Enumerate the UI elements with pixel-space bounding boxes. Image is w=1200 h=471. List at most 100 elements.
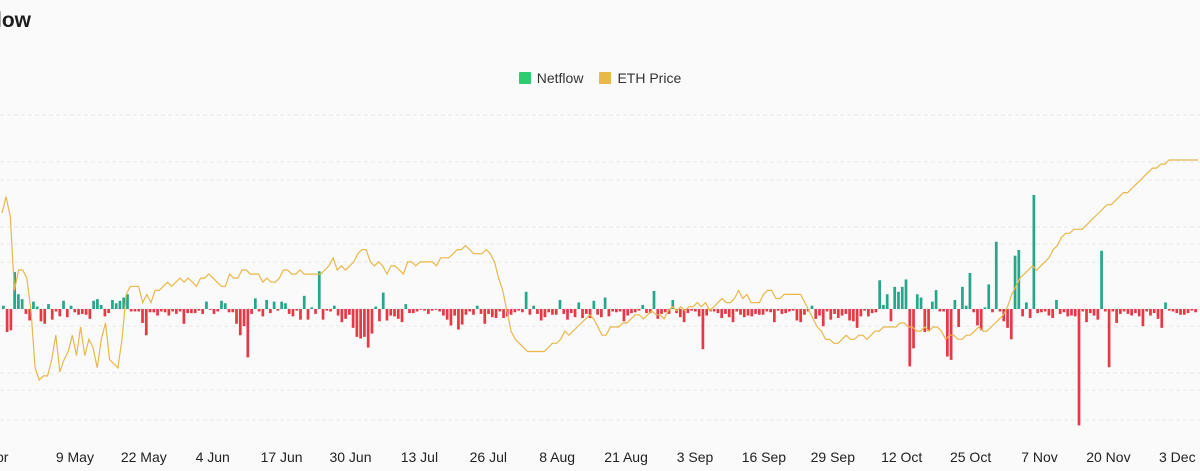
netflow-bar[interactable] <box>468 309 472 312</box>
netflow-bar[interactable] <box>566 309 569 320</box>
netflow-bar[interactable] <box>1006 309 1009 328</box>
netflow-bar[interactable] <box>171 309 174 312</box>
netflow-bar[interactable] <box>1119 309 1122 314</box>
netflow-bar[interactable] <box>818 309 821 316</box>
netflow-bar[interactable] <box>291 309 295 317</box>
netflow-bar[interactable] <box>746 309 750 316</box>
netflow-bar[interactable] <box>678 309 682 318</box>
netflow-bar[interactable] <box>547 309 551 313</box>
netflow-bar[interactable] <box>250 309 253 314</box>
netflow-bar[interactable] <box>829 309 833 320</box>
netflow-bar[interactable] <box>581 309 584 319</box>
netflow-bar[interactable] <box>133 309 137 312</box>
netflow-bar[interactable] <box>930 301 934 309</box>
netflow-bar[interactable] <box>1073 309 1077 317</box>
netflow-bar[interactable] <box>814 309 818 319</box>
netflow-bar[interactable] <box>584 309 588 314</box>
netflow-bar[interactable] <box>953 299 957 309</box>
netflow-bar[interactable] <box>788 309 791 312</box>
netflow-bar[interactable] <box>961 286 964 309</box>
netflow-bar[interactable] <box>908 309 912 367</box>
netflow-bar[interactable] <box>825 309 829 312</box>
netflow-bar[interactable] <box>900 286 904 309</box>
netflow-bar[interactable] <box>840 309 844 316</box>
netflow-bar[interactable] <box>1100 250 1103 309</box>
netflow-bar[interactable] <box>964 305 968 309</box>
netflow-bar[interactable] <box>1194 309 1197 313</box>
netflow-bar[interactable] <box>490 309 494 318</box>
netflow-bar[interactable] <box>757 309 761 315</box>
netflow-bar[interactable] <box>893 286 897 309</box>
netflow-bar[interactable] <box>17 294 20 309</box>
netflow-bar[interactable] <box>381 292 385 309</box>
netflow-bar[interactable] <box>449 309 453 326</box>
netflow-bar[interactable] <box>761 309 765 315</box>
netflow-bar[interactable] <box>1179 309 1182 315</box>
netflow-bar[interactable] <box>1164 302 1167 309</box>
netflow-bar[interactable] <box>836 309 840 319</box>
netflow-bar[interactable] <box>543 309 547 318</box>
netflow-bar[interactable] <box>220 300 223 309</box>
netflow-bar[interactable] <box>513 309 517 313</box>
netflow-bar[interactable] <box>509 309 513 315</box>
netflow-bar[interactable] <box>152 309 156 313</box>
netflow-bar[interactable] <box>878 280 882 309</box>
netflow-bar[interactable] <box>472 309 475 315</box>
netflow-bar[interactable] <box>870 309 874 314</box>
netflow-bar[interactable] <box>141 309 144 323</box>
netflow-bar[interactable] <box>317 271 321 309</box>
netflow-bar[interactable] <box>611 309 614 312</box>
netflow-bar[interactable] <box>280 301 284 309</box>
netflow-bar[interactable] <box>686 309 690 314</box>
netflow-bar[interactable] <box>949 309 953 360</box>
netflow-bar[interactable] <box>957 309 961 328</box>
netflow-bar[interactable] <box>438 309 441 312</box>
netflow-bar[interactable] <box>1096 309 1100 320</box>
netflow-bar[interactable] <box>724 309 727 314</box>
netflow-bar[interactable] <box>475 305 479 309</box>
netflow-bar[interactable] <box>276 309 280 311</box>
netflow-bar[interactable] <box>833 309 836 314</box>
netflow-bar[interactable] <box>182 309 186 324</box>
netflow-bar[interactable] <box>938 309 942 312</box>
netflow-bar[interactable] <box>885 294 889 309</box>
netflow-bar[interactable] <box>460 309 464 325</box>
netflow-bar[interactable] <box>991 309 994 313</box>
netflow-bar[interactable] <box>1145 309 1149 312</box>
netflow-bar[interactable] <box>227 309 231 313</box>
netflow-bar[interactable] <box>73 309 77 313</box>
netflow-bar[interactable] <box>1160 309 1164 328</box>
netflow-bar[interactable] <box>366 309 370 348</box>
netflow-bar[interactable] <box>332 305 336 309</box>
netflow-bar[interactable] <box>694 309 697 312</box>
netflow-bar[interactable] <box>821 309 825 327</box>
netflow-bar[interactable] <box>1122 309 1126 312</box>
netflow-bar[interactable] <box>223 303 227 309</box>
netflow-bar[interactable] <box>923 309 927 332</box>
netflow-bar[interactable] <box>137 309 141 312</box>
netflow-bar[interactable] <box>851 309 855 322</box>
netflow-bar[interactable] <box>24 309 28 314</box>
netflow-bar[interactable] <box>1190 309 1194 311</box>
netflow-bar[interactable] <box>1134 309 1137 314</box>
netflow-bar[interactable] <box>336 309 340 316</box>
netflow-bar[interactable] <box>1055 299 1058 309</box>
netflow-bar[interactable] <box>178 309 182 312</box>
netflow-bar[interactable] <box>299 309 302 320</box>
netflow-bar[interactable] <box>163 309 167 313</box>
netflow-bar[interactable] <box>111 299 114 309</box>
netflow-bar[interactable] <box>577 302 581 309</box>
netflow-bar[interactable] <box>716 309 720 314</box>
netflow-bar[interactable] <box>765 309 769 312</box>
netflow-bar[interactable] <box>1009 309 1013 340</box>
netflow-bar[interactable] <box>1043 309 1047 312</box>
netflow-bar[interactable] <box>1137 309 1141 317</box>
netflow-bar[interactable] <box>630 309 633 314</box>
netflow-bar[interactable] <box>502 309 505 319</box>
netflow-bar[interactable] <box>118 300 122 309</box>
netflow-bar[interactable] <box>532 305 536 309</box>
netflow-bar[interactable] <box>1182 309 1186 315</box>
netflow-bar[interactable] <box>253 298 257 309</box>
netflow-bar[interactable] <box>389 309 393 316</box>
netflow-bar[interactable] <box>58 309 62 317</box>
